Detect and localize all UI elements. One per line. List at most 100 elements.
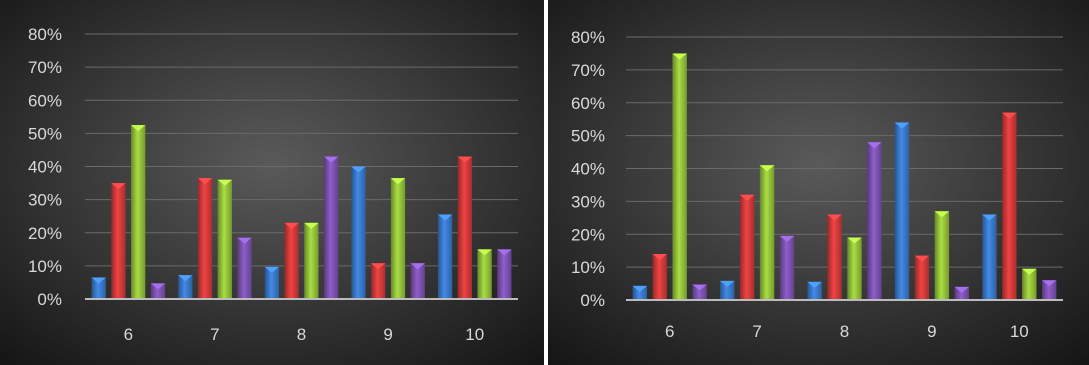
bar-top-cap (284, 222, 299, 229)
bar-top-cap (914, 255, 930, 262)
bar (934, 211, 950, 300)
bar (779, 235, 795, 300)
bar-top-cap (632, 285, 648, 292)
bar-top-cap (759, 165, 775, 172)
bar (91, 277, 106, 299)
bar-top-cap (351, 166, 366, 173)
chart-background (0, 0, 544, 365)
bar-top-cap (1022, 268, 1037, 275)
bar (150, 283, 166, 299)
bar (217, 179, 232, 299)
bar-top-cap (807, 281, 822, 288)
bar-top-cap (131, 125, 146, 132)
y-tick-label: 70% (28, 58, 62, 77)
bar-top-cap (217, 179, 232, 186)
bar-top-cap (497, 249, 512, 256)
y-tick-label: 80% (571, 28, 605, 47)
bar (867, 142, 882, 300)
bar (131, 125, 146, 299)
bar-top-cap (1041, 280, 1057, 287)
x-tick-label: 6 (124, 325, 133, 344)
bar-top-cap (934, 211, 950, 218)
bar (807, 281, 822, 300)
chart-panel-right: 0% 10% 20% 30% 40% 50% 60% 70% 80% 6 7 8 9 10 (548, 0, 1089, 365)
bar-top-cap (91, 277, 106, 284)
bar-top-cap (178, 275, 193, 282)
bar (437, 214, 453, 299)
bar-top-cap (410, 263, 425, 270)
y-tick-label: 10% (571, 258, 605, 277)
y-tick-label: 0% (37, 290, 62, 309)
bar-top-cap (150, 283, 166, 290)
bar-top-cap (197, 178, 213, 185)
x-tick-label: 10 (465, 325, 484, 344)
bar (719, 280, 735, 300)
bar-top-cap (323, 156, 339, 163)
bar (739, 194, 755, 300)
bar (371, 263, 386, 299)
bar-top-cap (954, 286, 970, 293)
chart-background (548, 0, 1089, 365)
y-tick-label: 60% (571, 94, 605, 113)
bar-chart-left: 0% 10% 20% 30% 40% 50% 60% 70% 80% 6 7 8 9 10 (0, 0, 544, 365)
bar (497, 249, 512, 299)
bar (982, 214, 997, 300)
bar (178, 275, 193, 299)
bar-top-cap (371, 263, 386, 270)
bar (477, 249, 492, 299)
x-tick-label: 7 (752, 322, 761, 341)
y-tick-label: 10% (28, 257, 62, 276)
y-tick-label: 40% (28, 158, 62, 177)
bar-top-cap (779, 235, 795, 242)
y-tick-label: 20% (28, 224, 62, 243)
bar (410, 263, 425, 299)
bar (390, 178, 406, 299)
bar (304, 222, 319, 299)
bar (672, 53, 687, 300)
bar-top-cap (264, 266, 280, 273)
bar (1002, 112, 1017, 300)
bar-top-cap (111, 183, 126, 190)
y-tick-label: 40% (571, 160, 605, 179)
bar-top-cap (652, 253, 667, 260)
y-tick-label: 30% (28, 191, 62, 210)
bar-top-cap (692, 284, 707, 291)
bar-top-cap (1002, 112, 1017, 119)
y-tick-label: 0% (580, 291, 605, 310)
bar (827, 214, 842, 300)
bar (894, 122, 910, 300)
bar-top-cap (739, 194, 755, 201)
x-tick-label: 10 (1010, 322, 1029, 341)
bar-chart-right: 0% 10% 20% 30% 40% 50% 60% 70% 80% 6 7 8 9 10 (548, 0, 1089, 365)
bar-top-cap (237, 237, 252, 244)
bar-top-cap (982, 214, 997, 221)
bar-top-cap (847, 237, 862, 244)
y-tick-label: 20% (571, 225, 605, 244)
bar (197, 178, 213, 299)
bar-top-cap (719, 280, 735, 287)
bar (264, 266, 280, 299)
bar (632, 285, 648, 300)
y-tick-label: 60% (28, 91, 62, 110)
bar (847, 237, 862, 300)
bar (914, 255, 930, 300)
y-tick-label: 80% (28, 25, 62, 44)
bar-top-cap (894, 122, 910, 129)
y-tick-label: 30% (571, 192, 605, 211)
bar-top-cap (437, 214, 453, 221)
bar-top-cap (672, 53, 687, 60)
bar (111, 183, 126, 299)
bar (237, 237, 252, 299)
bar (457, 156, 472, 299)
bar (323, 156, 339, 299)
bar-top-cap (304, 222, 319, 229)
y-tick-label: 50% (571, 127, 605, 146)
bar (1041, 280, 1057, 300)
bar-top-cap (390, 178, 406, 185)
x-tick-label: 9 (383, 325, 392, 344)
y-tick-label: 50% (28, 124, 62, 143)
bar-top-cap (457, 156, 472, 163)
bar (1022, 268, 1037, 300)
bar (692, 284, 707, 300)
bar-top-cap (867, 142, 882, 149)
